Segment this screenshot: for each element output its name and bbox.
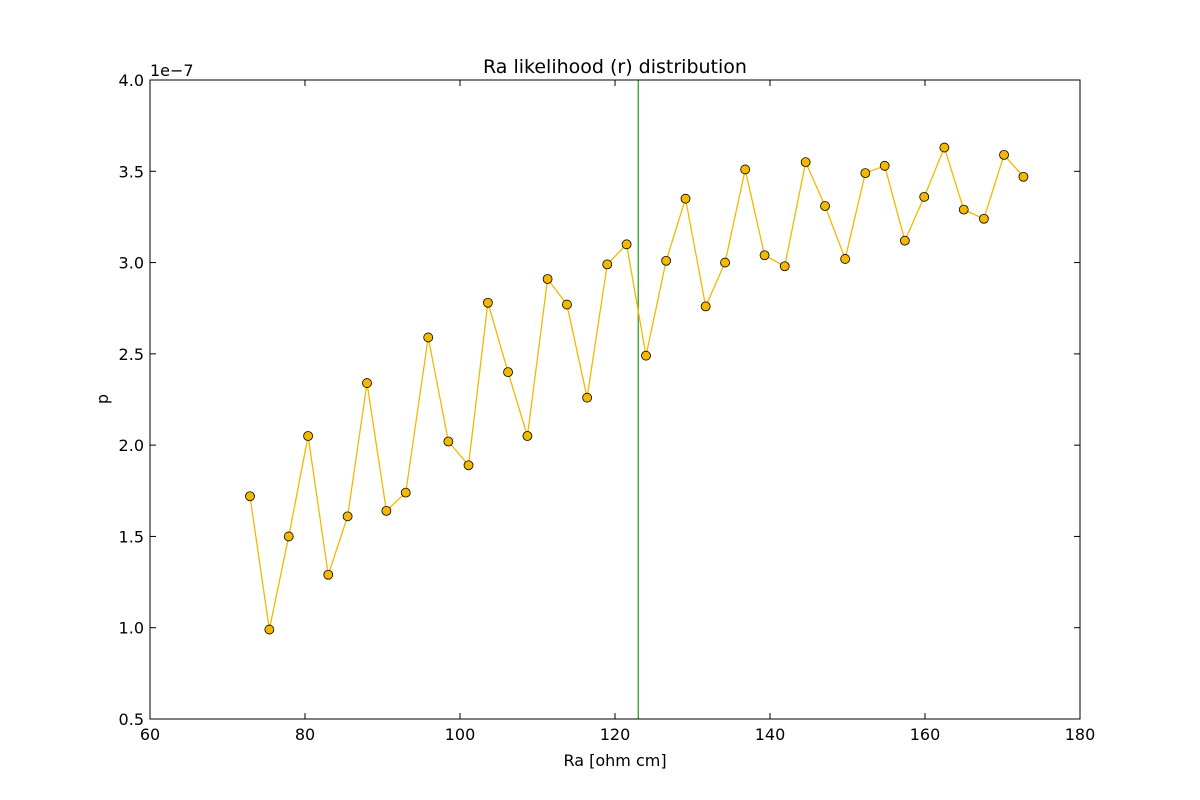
data-point bbox=[443, 436, 454, 447]
y-tick-label: 0.5 bbox=[119, 710, 144, 729]
data-point bbox=[680, 193, 691, 204]
y-tick-label: 1.0 bbox=[119, 619, 144, 638]
data-point bbox=[700, 301, 711, 312]
data-point bbox=[264, 624, 275, 635]
chart-title: Ra likelihood (r) distribution bbox=[483, 56, 747, 78]
data-point bbox=[979, 213, 989, 224]
y-tick-label: 1.5 bbox=[119, 527, 144, 546]
y-tick-label: 2.0 bbox=[119, 436, 144, 455]
data-point bbox=[303, 431, 314, 441]
data-point bbox=[423, 332, 434, 343]
data-point bbox=[482, 297, 493, 308]
data-point bbox=[323, 569, 334, 580]
data-point bbox=[283, 531, 294, 542]
data-point bbox=[939, 142, 950, 153]
data-point bbox=[582, 392, 592, 403]
y-tick-label: 4.0 bbox=[119, 71, 144, 90]
plot-content bbox=[245, 80, 1029, 719]
data-point bbox=[879, 160, 890, 171]
data-point bbox=[463, 460, 474, 471]
ticks: 60 80 100 120 140 160 180 0.5 1.0 1.5 2.0 2.5 3.0 3.5… bbox=[119, 71, 1096, 744]
data-point bbox=[542, 274, 553, 284]
data-point bbox=[759, 250, 770, 261]
x-tick-label: 100 bbox=[445, 725, 476, 744]
y-axis-label: p bbox=[93, 394, 112, 404]
y-tick-label: 3.5 bbox=[119, 162, 144, 181]
data-point bbox=[860, 168, 871, 179]
plot-frame bbox=[149, 79, 1081, 720]
data-point bbox=[661, 255, 672, 266]
x-axis-label: Ra [ohm cm] bbox=[563, 751, 666, 770]
data-point bbox=[919, 191, 930, 202]
y-tick-label: 3.0 bbox=[119, 254, 144, 273]
data-point bbox=[1018, 171, 1029, 182]
series-line bbox=[249, 145, 1024, 630]
x-tick-label: 60 bbox=[140, 725, 160, 744]
data-point bbox=[503, 367, 513, 378]
data-point bbox=[641, 350, 651, 361]
data-point bbox=[720, 257, 730, 268]
data-point bbox=[958, 204, 969, 215]
data-point bbox=[740, 164, 751, 175]
data-point bbox=[562, 299, 572, 310]
data-point bbox=[999, 149, 1009, 160]
y-tick-label: 2.5 bbox=[119, 345, 144, 364]
data-point bbox=[342, 511, 353, 522]
data-point bbox=[400, 487, 411, 498]
x-tick-label: 140 bbox=[755, 725, 786, 744]
data-point bbox=[621, 239, 632, 250]
x-tick-label: 160 bbox=[910, 725, 941, 744]
data-point bbox=[840, 254, 851, 264]
data-point bbox=[381, 505, 392, 516]
y-offset-label: 1e−7 bbox=[150, 61, 194, 80]
data-point bbox=[820, 201, 830, 211]
data-point bbox=[602, 259, 613, 270]
data-point bbox=[362, 378, 372, 388]
x-tick-label: 180 bbox=[1065, 725, 1096, 744]
x-tick-label: 120 bbox=[600, 725, 631, 744]
data-point bbox=[800, 157, 811, 168]
data-point bbox=[522, 431, 533, 441]
data-point bbox=[779, 261, 790, 272]
data-point bbox=[245, 491, 255, 502]
data-point bbox=[899, 235, 910, 246]
x-tick-label: 80 bbox=[295, 725, 315, 744]
